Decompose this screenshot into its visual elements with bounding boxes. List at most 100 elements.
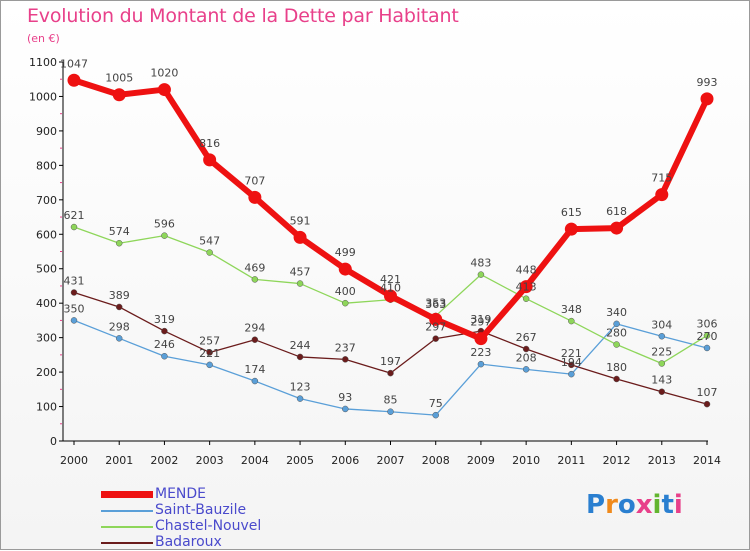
data-point-chastel-nouvel	[703, 332, 711, 339]
data-label-badaroux: 431	[64, 275, 85, 288]
data-label-mende: 618	[606, 205, 627, 218]
data-label-badaroux: 143	[651, 374, 672, 387]
data-label-saint-bauzile: 93	[338, 391, 352, 404]
x-tick-label: 2000	[60, 454, 88, 467]
data-point-saint-bauzile	[477, 360, 485, 368]
data-label-saint-bauzile: 340	[606, 306, 627, 319]
data-label-badaroux: 237	[335, 341, 356, 354]
line-chart: 0 100 200 300 400 500 600 700 800 900 1000 1100 2000…	[29, 56, 721, 467]
x-tick-label: 2013	[648, 454, 676, 467]
data-label-saint-bauzile: 298	[109, 320, 130, 333]
data-label-badaroux: 257	[199, 334, 220, 347]
data-point-mende	[610, 221, 624, 235]
x-tick-label: 2003	[196, 454, 224, 467]
data-point-saint-bauzile	[115, 335, 123, 342]
x-tick-label: 2001	[105, 454, 133, 467]
data-label-mende: 1047	[60, 57, 88, 70]
data-point-saint-bauzile	[342, 405, 349, 413]
legend-swatch-mende	[101, 491, 153, 498]
legend-label-chastel-nouvel: Chastel-Nouvel	[155, 518, 262, 534]
x-tick-label: 2006	[331, 454, 359, 467]
x-tick-label: 2004	[241, 454, 269, 467]
data-label-mende: 993	[697, 76, 718, 89]
data-label-saint-bauzile: 85	[384, 394, 398, 407]
data-label-badaroux: 197	[380, 355, 401, 368]
data-point-saint-bauzile	[251, 377, 259, 385]
data-point-badaroux	[206, 349, 213, 356]
data-point-mende	[564, 222, 578, 236]
data-label-badaroux: 267	[516, 331, 537, 344]
data-point-badaroux	[703, 400, 711, 408]
data-point-badaroux	[432, 335, 439, 342]
data-point-badaroux	[70, 289, 78, 296]
data-point-badaroux	[251, 336, 259, 343]
x-tick-label: 2011	[557, 454, 585, 467]
x-tick-label: 2009	[467, 454, 495, 467]
y-tick-label: 0	[50, 435, 57, 448]
data-point-chastel-nouvel	[206, 249, 213, 256]
data-point-badaroux	[342, 356, 349, 363]
data-label-mende: 1020	[150, 67, 178, 80]
data-label-badaroux: 107	[697, 386, 718, 399]
data-point-chastel-nouvel	[296, 280, 304, 287]
data-point-chastel-nouvel	[613, 341, 620, 348]
data-label-chastel-nouvel: 280	[606, 327, 627, 340]
data-point-mende	[474, 332, 488, 346]
data-label-mende: 499	[335, 246, 356, 259]
data-point-badaroux	[387, 369, 394, 377]
data-point-badaroux	[613, 375, 620, 383]
data-point-chastel-nouvel	[70, 223, 78, 231]
data-point-saint-bauzile	[296, 395, 304, 402]
data-point-saint-bauzile	[703, 344, 711, 352]
data-label-chastel-nouvel: 225	[651, 345, 672, 358]
data-label-badaroux: 244	[290, 339, 311, 352]
legend-label-mende: MENDE	[155, 486, 207, 502]
data-point-saint-bauzile	[206, 361, 213, 369]
data-label-mende: 448	[516, 264, 537, 277]
data-point-badaroux	[115, 303, 123, 311]
data-label-saint-bauzile: 174	[244, 363, 265, 376]
data-point-mende	[700, 92, 714, 106]
x-tick-label: 2002	[150, 454, 178, 467]
data-label-chastel-nouvel: 400	[335, 285, 356, 298]
data-point-mende	[384, 289, 397, 303]
proxiti-logo: Proxiti	[586, 490, 683, 520]
logo-letter: o	[617, 490, 636, 520]
data-label-mende: 707	[244, 174, 265, 187]
y-tick-label: 500	[36, 263, 57, 276]
legend-swatch-saint-bauzile	[101, 510, 153, 512]
data-label-chastel-nouvel: 457	[290, 266, 311, 279]
x-tick-label: 2005	[286, 454, 314, 467]
y-tick-label: 300	[36, 332, 57, 345]
data-label-badaroux: 319	[470, 313, 491, 326]
data-label-chastel-nouvel: 483	[470, 257, 491, 270]
x-tick-label: 2014	[693, 454, 721, 467]
data-point-badaroux	[568, 361, 575, 369]
data-label-chastel-nouvel: 363	[425, 298, 446, 311]
x-tick-label: 2008	[422, 454, 450, 467]
data-label-saint-bauzile: 221	[199, 347, 220, 360]
data-label-saint-bauzile: 304	[651, 318, 672, 331]
y-tick-label: 900	[36, 125, 57, 138]
chart-title: Evolution du Montant de la Dette par Hab…	[27, 5, 459, 27]
data-point-saint-bauzile	[568, 370, 575, 378]
data-label-saint-bauzile: 246	[154, 338, 175, 351]
data-point-mende	[293, 230, 307, 244]
data-point-badaroux	[522, 345, 530, 353]
logo-letter: i	[652, 490, 662, 520]
data-point-mende	[429, 312, 443, 326]
data-label-chastel-nouvel: 469	[244, 261, 265, 274]
data-point-mende	[203, 153, 217, 167]
data-point-mende	[248, 190, 262, 204]
data-point-badaroux	[161, 327, 168, 335]
data-label-badaroux: 297	[425, 321, 446, 334]
data-point-saint-bauzile	[658, 333, 666, 340]
data-label-mende: 297	[470, 316, 491, 329]
data-label-saint-bauzile: 194	[561, 356, 582, 369]
data-point-mende	[655, 188, 669, 202]
data-point-mende	[112, 88, 126, 102]
data-label-chastel-nouvel: 413	[516, 281, 537, 294]
data-label-saint-bauzile: 270	[697, 330, 718, 343]
logo-letter: i	[673, 490, 683, 520]
